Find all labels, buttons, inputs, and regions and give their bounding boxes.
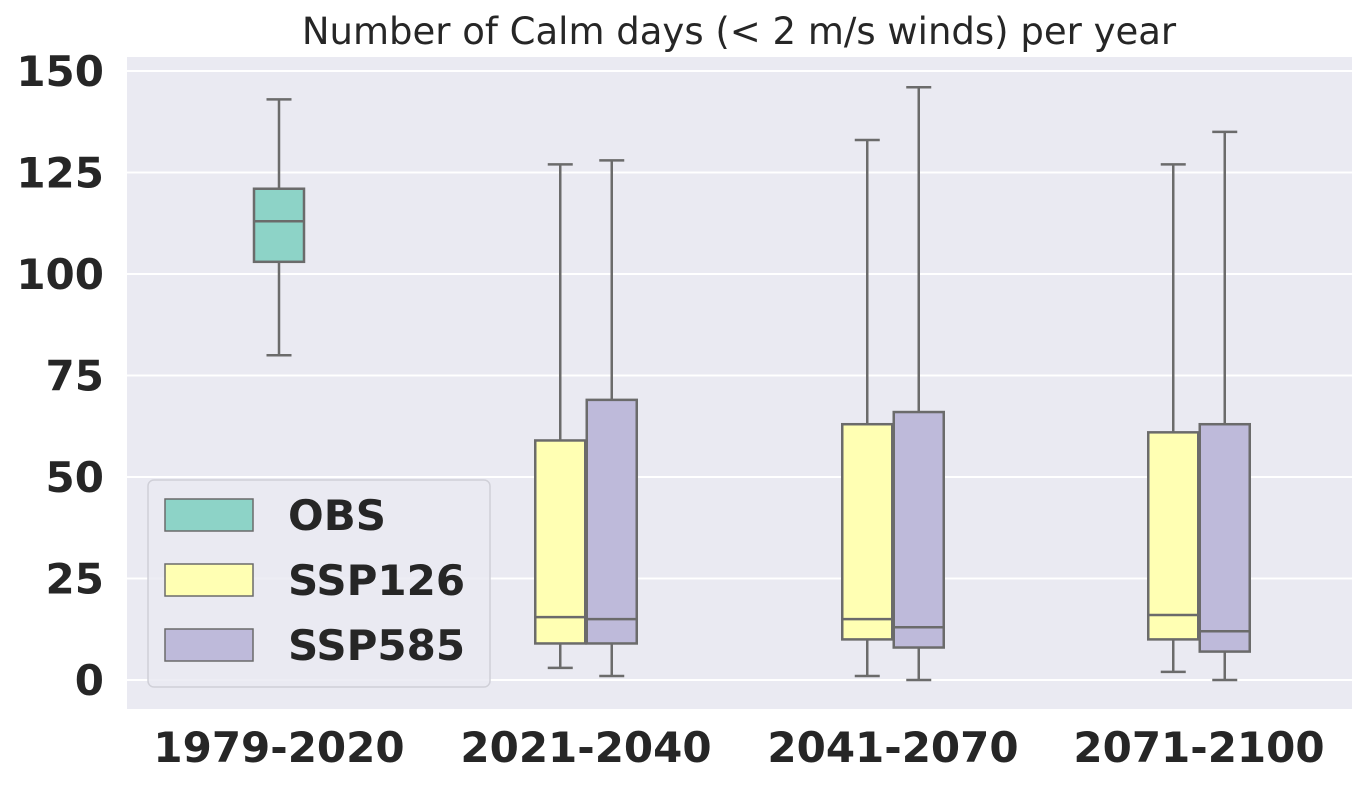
legend-item-SSP126: SSP126 (164, 556, 465, 605)
iqr-box (534, 439, 587, 645)
x-tick-labels: 1979-2020 2021-2040 2041-2070 2071-2100 (153, 723, 1324, 772)
legend-swatch (164, 563, 254, 597)
x-tick-label-2021-2040: 2021-2040 (460, 723, 711, 772)
x-tick-label-1979-2020: 1979-2020 (153, 723, 404, 772)
y-tick-label-0: 0 (75, 656, 104, 705)
box-OBS-1979-2020 (252, 98, 306, 357)
legend: OBS SSP126 SSP585 (147, 479, 491, 688)
x-tick-label-2041-2070: 2041-2070 (767, 723, 1018, 772)
legend-label: OBS (288, 491, 386, 540)
iqr-box (892, 410, 945, 649)
legend-item-SSP585: SSP585 (164, 621, 465, 670)
box-SSP126-2041-2070 (841, 138, 894, 678)
legend-swatch (164, 498, 254, 532)
legend-label: SSP585 (288, 621, 465, 670)
box-SSP126-2021-2040 (534, 163, 587, 670)
y-tick-label-100: 100 (16, 250, 104, 299)
box-SSP585-2071-2100 (1198, 130, 1251, 682)
y-tick-labels: 0 25 50 75 100 125 150 (16, 47, 104, 705)
box-SSP126-2071-2100 (1147, 163, 1200, 674)
y-tick-label-125: 125 (16, 149, 104, 198)
iqr-box (1198, 422, 1251, 653)
iqr-box (585, 398, 638, 645)
boxes (252, 85, 1251, 682)
box-SSP585-2041-2070 (892, 85, 945, 682)
x-tick-label-2071-2100: 2071-2100 (1073, 723, 1324, 772)
legend-swatch (164, 628, 254, 662)
y-tick-label-50: 50 (46, 453, 104, 502)
y-tick-label-25: 25 (46, 555, 104, 604)
iqr-box (1147, 431, 1200, 641)
y-tick-label-75: 75 (46, 352, 104, 401)
legend-item-OBS: OBS (164, 491, 386, 540)
iqr-box (841, 422, 894, 641)
y-tick-label-150: 150 (16, 47, 104, 96)
iqr-box (252, 187, 306, 264)
legend-label: SSP126 (288, 556, 465, 605)
chart-title: Number of Calm days (< 2 m/s winds) per … (302, 10, 1177, 53)
box-SSP585-2021-2040 (585, 159, 638, 678)
